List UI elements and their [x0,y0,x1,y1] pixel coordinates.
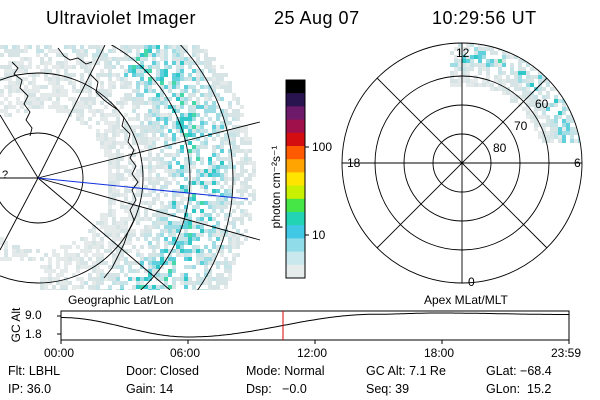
mlt-hour-12: 12 [456,46,470,60]
instrument-title: Ultraviolet Imager [46,8,197,28]
mlt-axis [376,77,548,249]
coastline [11,47,139,279]
timeline-frame [60,310,570,341]
colorbar-swatch [286,132,305,147]
latitude-circle [110,45,191,290]
footer-ip: IP: 36.0 [8,382,52,396]
x-tick-label: 06:00 [170,346,201,360]
y-tick-label: 9.0 [25,308,42,322]
colorbar-swatch [286,172,305,187]
terminator-line [37,177,249,200]
mlt-polar-panel [341,42,583,284]
x-tick-label: 23:59 [551,346,582,360]
colorbar-swatch [286,93,305,107]
colorbar-swatch [286,264,305,279]
latitude-circle [0,72,144,284]
footer-filter: Flt: LBHL [8,364,61,378]
time-label: 10:29:56 UT [432,8,537,28]
colorbar-unit-label: photon cm⁻²s⁻¹ [269,145,283,229]
meridian-line [37,45,106,179]
colorbar-swatch [286,159,305,173]
mlat-label-60: 60 [535,97,549,111]
colorbar-swatch [286,198,305,213]
footer-gc-alt: GC Alt: 7.1 Re [366,364,446,378]
x-ticks [60,340,570,344]
meridian-line [0,177,39,251]
footer-dsp: Dsp: −0.0 [246,382,307,396]
colorbar [285,79,306,279]
date-label: 25 Aug 07 [274,8,360,28]
footer-glat: GLat: −68.4 [486,364,552,378]
colorbar-swatch [286,119,305,134]
mlt-hour-18: 18 [347,156,361,170]
colorbar-swatch [286,146,305,160]
footer-door: Door: Closed [126,364,199,378]
y-tick-label: 1.8 [25,327,42,341]
geo-panel-title: Geographic Lat/Lon [68,293,174,307]
colorbar-frame [285,79,306,279]
altitude-curve [61,312,569,338]
footer-mode: Mode: Normal [246,364,325,378]
footer-gain: Gain: 14 [126,382,174,396]
colorbar-swatch [286,251,305,266]
mlt-hour-0: 0 [468,275,475,289]
latitude-circle [0,132,84,224]
meridian-line [37,177,171,290]
x-tick-label: 00:00 [44,346,75,360]
colorbar-tick-label: 10 [312,228,326,242]
meridian-line [37,121,261,179]
colorbar-swatch [286,80,305,94]
geo-aurora-image [0,45,256,290]
geographic-map-panel [0,45,261,290]
colorbar-tick-label: 100 [312,140,333,154]
mlt-hour-6: 6 [574,156,581,170]
footer-seq: Seq: 39 [366,382,410,396]
colorbar-swatch [286,212,305,226]
colorbar-swatch [286,106,305,121]
meridian-line [0,114,39,179]
geo-edge-label: ? [2,169,9,181]
latitude-circle [179,45,234,290]
mlt-panel-title: Apex MLat/MLT [424,293,508,307]
x-tick-label: 18:00 [424,346,455,360]
mlt-aurora-image [450,43,582,143]
colorbar-swatch [286,238,305,253]
colorbar-swatch [286,225,305,239]
meridian-line [37,177,261,241]
lat-lon-grid [0,45,261,290]
x-tick-label: 12:00 [297,346,328,360]
mlat-label-80: 80 [493,141,507,155]
timeline-plot [57,310,570,344]
footer-glon: GLon: 15.2 [486,382,552,396]
mlat-label-70: 70 [514,119,528,133]
colorbar-swatch [286,185,305,200]
timeline-y-label: GC Alt [9,307,23,343]
